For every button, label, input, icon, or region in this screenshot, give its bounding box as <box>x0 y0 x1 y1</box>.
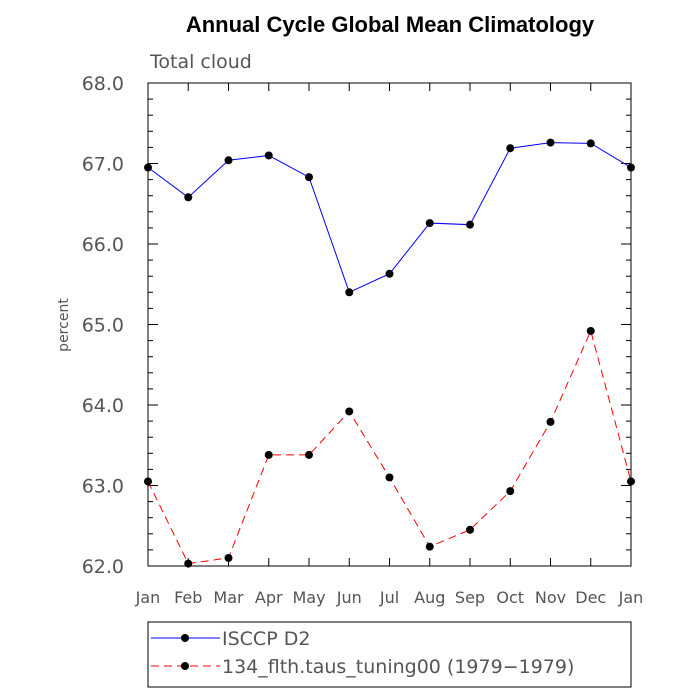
y-tick-label: 68.0 <box>82 73 124 95</box>
series-line-1 <box>147 329 632 565</box>
legend-marker-isccp <box>181 634 189 642</box>
y-tick-label: 66.0 <box>82 234 124 256</box>
chart-title: Annual Cycle Global Mean Climatology <box>186 12 595 37</box>
data-point <box>466 220 474 229</box>
data-point <box>425 219 434 228</box>
series-layer <box>144 138 635 568</box>
y-tick-label: 67.0 <box>82 154 124 176</box>
x-tick-label: May <box>292 588 325 607</box>
axis-tick-labels: Jan Feb Mar Apr May Jun Jul Aug Sep Oct Nov Dec Jan 6… <box>82 73 644 607</box>
x-tick-label: Dec <box>575 588 606 607</box>
data-point <box>546 138 555 147</box>
legend-label-isccp: ISCCP D2 <box>222 628 310 650</box>
data-point <box>305 173 313 182</box>
data-point <box>305 450 313 459</box>
data-point <box>546 417 555 426</box>
y-tick-label: 62.0 <box>82 556 124 578</box>
y-tick-label: 64.0 <box>82 395 124 417</box>
legend: ISCCP D2 134_flth.taus_tuning00 (1979−19… <box>147 621 632 688</box>
y-tick-label: 65.0 <box>82 315 124 337</box>
legend-box <box>147 621 632 688</box>
data-point <box>264 151 273 160</box>
x-tick-label: Jan <box>618 588 644 607</box>
x-tick-label: Sep <box>455 588 485 607</box>
data-point <box>144 477 152 486</box>
data-point <box>385 269 394 278</box>
x-tick-label: Feb <box>174 588 202 607</box>
data-point <box>345 288 354 297</box>
x-tick-label: Apr <box>255 588 283 607</box>
data-point <box>224 156 233 165</box>
data-point <box>224 553 233 562</box>
x-tick-label: Mar <box>213 588 244 607</box>
x-tick-label: Jun <box>336 588 362 607</box>
x-tick-label: Jul <box>379 588 399 607</box>
data-point <box>184 193 193 202</box>
data-point <box>506 487 515 496</box>
data-point <box>184 559 193 568</box>
y-axis-label: percent <box>56 298 72 352</box>
data-point <box>144 163 152 172</box>
legend-marker-model <box>181 662 189 670</box>
legend-label-model: 134_flth.taus_tuning00 (1979−1979) <box>222 656 574 678</box>
data-point <box>264 450 273 459</box>
data-point <box>425 542 434 551</box>
data-point <box>586 139 595 148</box>
x-tick-label: Aug <box>414 588 445 607</box>
data-point <box>466 525 474 534</box>
data-point <box>627 477 635 486</box>
y-tick-label: 63.0 <box>82 476 124 498</box>
data-point <box>627 163 635 172</box>
data-point <box>586 326 595 335</box>
x-tick-label: Jan <box>135 588 161 607</box>
data-point <box>345 407 354 416</box>
plot-frame <box>147 82 632 567</box>
data-point <box>506 144 515 153</box>
axis-ticks <box>147 82 632 567</box>
x-tick-label: Nov <box>535 588 566 607</box>
x-tick-label: Oct <box>496 588 524 607</box>
data-point <box>385 473 394 482</box>
chart-subtitle: Total cloud <box>149 51 252 73</box>
